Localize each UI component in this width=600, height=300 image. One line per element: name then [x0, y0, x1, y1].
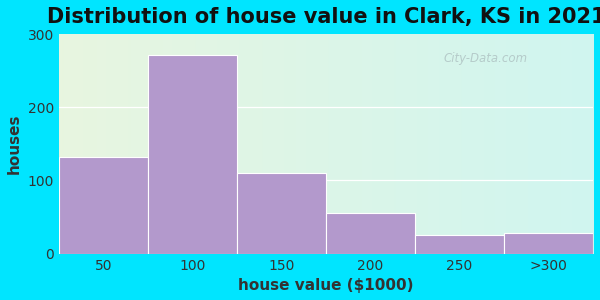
- X-axis label: house value ($1000): house value ($1000): [238, 278, 413, 293]
- Bar: [415, 235, 504, 254]
- Bar: [148, 55, 237, 254]
- Text: City-Data.com: City-Data.com: [443, 52, 527, 64]
- Bar: [237, 173, 326, 254]
- Y-axis label: houses: houses: [7, 114, 22, 174]
- Bar: [504, 233, 593, 253]
- Bar: [326, 213, 415, 254]
- Title: Distribution of house value in Clark, KS in 2021: Distribution of house value in Clark, KS…: [47, 7, 600, 27]
- Bar: [59, 157, 148, 254]
